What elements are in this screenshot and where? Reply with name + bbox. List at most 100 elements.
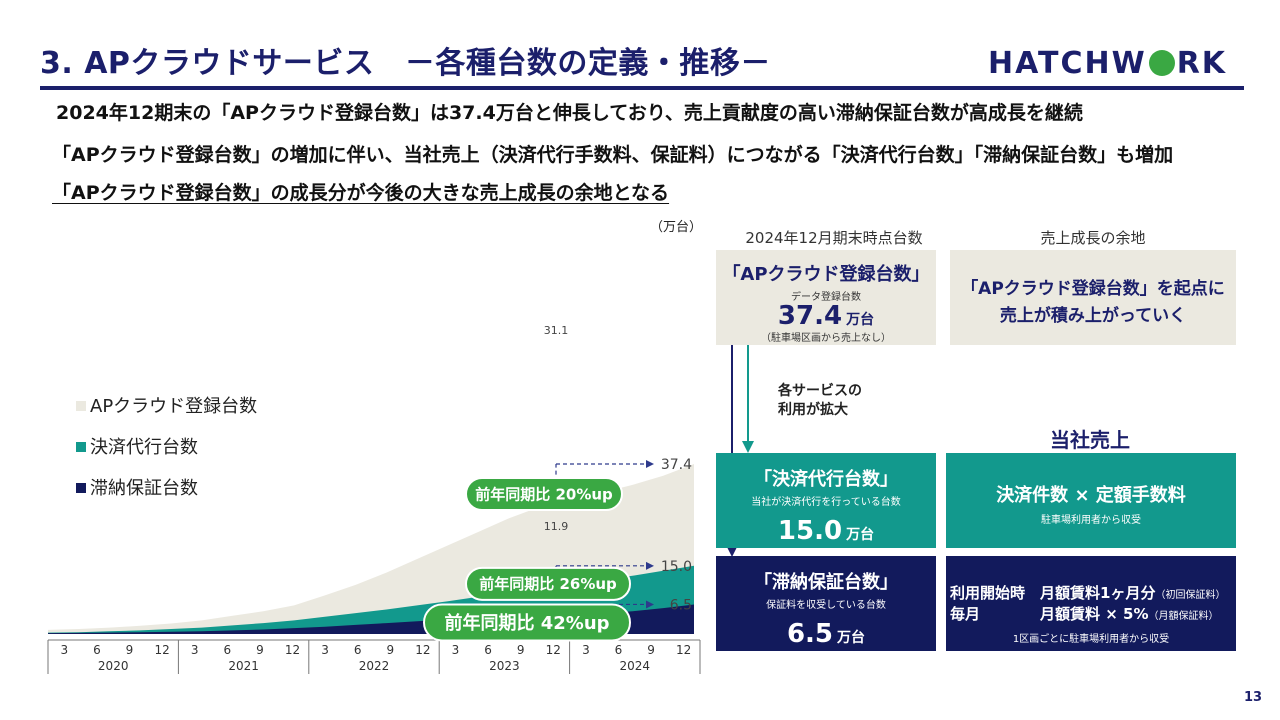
x-year-label: 2022: [359, 659, 390, 673]
x-tick-label: 6: [615, 643, 623, 657]
header-current-units: 2024年12月期末時点台数: [745, 229, 923, 247]
chart-unit-label: （万台）: [650, 220, 702, 235]
guarantee-row1-value: 月額賃料1ヶ月分（初回保証料）: [1040, 582, 1225, 603]
x-year-label: 2021: [228, 659, 259, 673]
latest-value-label: 15.0: [661, 559, 692, 575]
x-tick-label: 12: [154, 643, 169, 657]
legend-label-ap: APクラウド登録台数: [90, 396, 258, 417]
x-tick-label: 3: [60, 643, 68, 657]
legend-swatch-guarantee: [76, 483, 86, 493]
x-tick-label: 6: [354, 643, 362, 657]
guarantee-sub: 保証料を収受している台数: [766, 600, 886, 611]
guarantee-box: 「滞納保証台数」 保証料を収受している台数 6.5 万台: [716, 556, 936, 651]
prev-value-label: 31.1: [544, 324, 569, 337]
x-year-label: 2020: [98, 659, 129, 673]
ap-box-name: 「APクラウド登録台数」: [722, 264, 930, 285]
x-tick-label: 6: [223, 643, 231, 657]
guarantee-row2-note: （月額保証料）: [1148, 611, 1219, 622]
guarantee-row2-value: 月額賃料 × 5%（月額保証料）: [1040, 603, 1218, 624]
stacked-area-chart: 3 6 9 12 3 6 9 12 3 6 9 12 3 6 9 12 3 6 9 12 2020 2021 2022 202…: [47, 220, 702, 674]
guarantee-row1-value-text: 月額賃料1ヶ月分: [1040, 584, 1156, 602]
guarantee-row1-label: 利用開始時: [950, 584, 1026, 602]
guarantee-unit: 万台: [837, 630, 866, 646]
guarantee-value-line: 6.5 万台: [716, 619, 936, 649]
x-tick-label: 9: [256, 643, 264, 657]
legend-label-guarantee: 滞納保証台数: [90, 478, 198, 499]
logo-circle-icon: [1148, 50, 1175, 76]
latest-value-label: 37.4: [661, 457, 692, 473]
guarantee-name: 「滞納保証台数」: [754, 572, 898, 593]
arrow-head-guarantee: [726, 545, 738, 557]
company-logo: HATCHW RK: [988, 46, 1227, 81]
expand-note-2: 利用が拡大: [778, 402, 848, 418]
growth-line-2: 売上が積み上がっていく: [999, 306, 1187, 326]
guarantee-row2-label: 毎月: [950, 605, 981, 623]
legend-settlement: 決済代行台数: [76, 433, 198, 459]
x-tick-label: 6: [93, 643, 101, 657]
header-rule: [40, 86, 1244, 90]
yoy-arrow-head: [646, 600, 654, 609]
x-tick-label: 3: [582, 643, 590, 657]
x-tick-label: 12: [676, 643, 691, 657]
settlement-sub: 当社が決済代行を行っている台数: [751, 497, 901, 508]
ap-box-value: 37.4: [777, 301, 843, 331]
prev-value-label: 11.9: [544, 520, 569, 533]
x-tick-label: 3: [452, 643, 460, 657]
x-tick-label: 12: [285, 643, 300, 657]
message-3: 「APクラウド登録台数」の成長分が今後の大きな売上成長の余地となる: [52, 182, 670, 204]
ap-box-value-line: 37.4 万台: [716, 301, 936, 331]
logo-text-left: HATCHW: [988, 46, 1147, 81]
x-tick-label: 12: [546, 643, 561, 657]
yoy-badge: [423, 603, 631, 642]
legend-guarantee: 滞納保証台数: [76, 474, 198, 500]
settlement-box: 「決済代行台数」 当社が決済代行を行っている台数 15.0 万台: [716, 453, 936, 548]
x-tick-label: 9: [517, 643, 525, 657]
yoy-badge: [465, 477, 623, 511]
guarantee-row1-note: （初回保証料）: [1155, 590, 1226, 601]
legend-swatch-ap: [76, 401, 86, 411]
arrow-head-settlement: [742, 441, 754, 453]
x-tick-label: 9: [647, 643, 655, 657]
yoy-badge-label: 前年同期比 42%up: [444, 612, 609, 634]
yoy-arrow-head: [646, 460, 654, 468]
x-tick-label: 3: [191, 643, 199, 657]
expand-note-1: 各サービスの: [778, 383, 862, 399]
legend-swatch-settlement: [76, 442, 86, 452]
latest-value-label: 6.5: [670, 597, 692, 613]
growth-box: 「APクラウド登録台数」を起点に 売上が積み上がっていく: [950, 250, 1236, 345]
x-tick-label: 3: [321, 643, 329, 657]
settlement-formula: 決済件数 × 定額手数料: [996, 485, 1186, 506]
x-tick-label: 6: [484, 643, 492, 657]
guarantee-sales-box: 利用開始時 月額賃料1ヶ月分（初回保証料） 毎月 月額賃料 × 5%（月額保証料…: [946, 556, 1236, 651]
x-tick-label: 12: [415, 643, 430, 657]
message-2: 「APクラウド登録台数」の増加に伴い、当社売上（決済代行手数料、保証料）につなが…: [52, 144, 1174, 166]
yoy-badge: [465, 566, 631, 601]
x-year-label: 2023: [489, 659, 520, 673]
guarantee-row2-value-text: 月額賃料 × 5%: [1040, 605, 1149, 623]
ap-box-note: （駐車場区画から売上なし）: [761, 333, 891, 344]
ap-box-sub: データ登録台数: [791, 292, 861, 303]
page-title: 3. APクラウドサービス －各種台数の定義・推移－: [40, 46, 771, 81]
logo-text-right: RK: [1176, 46, 1228, 81]
expand-note: 各サービスの 利用が拡大: [778, 382, 862, 420]
yoy-badge-label: 前年同期比 20%up: [475, 485, 613, 503]
settlement-value-line: 15.0 万台: [716, 516, 936, 546]
settlement-name: 「決済代行台数」: [754, 469, 898, 490]
message-1: 2024年12期末の「APクラウド登録台数」は37.4万台と伸長しており、売上貢…: [56, 102, 1083, 124]
settlement-sales-box: 決済件数 × 定額手数料 駐車場利用者から収受: [946, 453, 1236, 548]
yoy-arrow-head: [646, 561, 654, 570]
legend-label-settlement: 決済代行台数: [90, 437, 198, 458]
settlement-value: 15.0: [777, 516, 843, 546]
ap-cloud-box: 「APクラウド登録台数」 データ登録台数 37.4 万台 （駐車場区画から売上なし…: [716, 250, 936, 345]
x-tick-label: 9: [386, 643, 394, 657]
growth-line-1: 「APクラウド登録台数」を起点に: [961, 279, 1225, 299]
guarantee-sales-sub: 1区画ごとに駐車場利用者から収受: [1012, 634, 1170, 645]
guarantee-value: 6.5: [786, 619, 834, 649]
x-tick-label: 9: [126, 643, 134, 657]
settlement-unit: 万台: [846, 527, 875, 543]
page-number: 13: [1244, 690, 1263, 705]
header-growth-room: 売上成長の余地: [1040, 229, 1146, 247]
settlement-sales-sub: 駐車場利用者から収受: [1041, 515, 1141, 526]
yoy-badge-label: 前年同期比 26%up: [479, 575, 617, 593]
sales-label: 当社売上: [1050, 428, 1130, 452]
